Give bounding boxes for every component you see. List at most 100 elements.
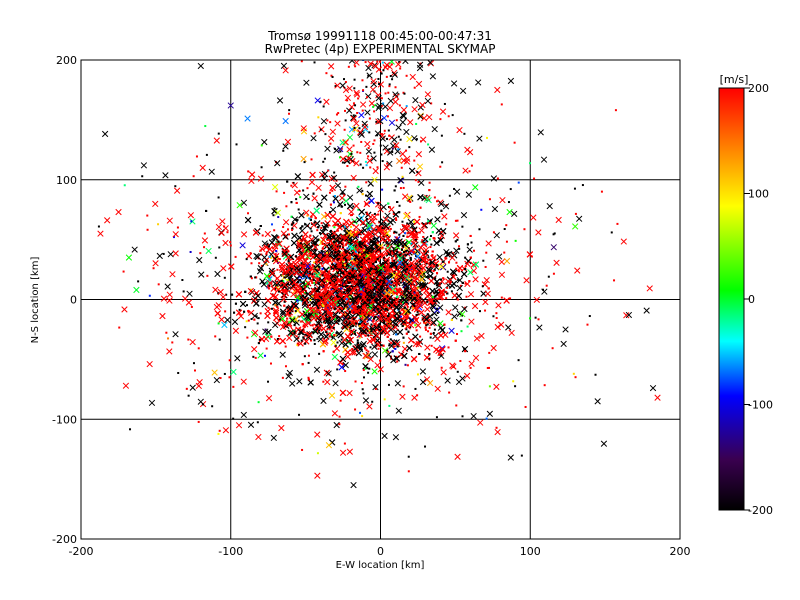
scatter-point [282,279,285,282]
scatter-point [461,314,464,317]
scatter-point [458,247,461,250]
scatter-point [359,233,362,236]
scatter-point [355,292,362,299]
scatter-point [446,292,449,295]
scatter-point [406,235,409,238]
scatter-point [325,315,328,318]
scatter-point [303,262,306,265]
scatter-point [301,320,304,323]
scatter-point [423,258,430,266]
scatter-point [374,316,377,319]
scatter-point [342,258,345,261]
scatter-point [466,243,469,246]
scatter-point [371,258,374,261]
scatter-point [294,173,302,180]
scatter-point [305,292,308,295]
scatter-point [301,268,304,271]
scatter-point [411,283,418,290]
scatter-point [326,238,329,241]
scatter-point [418,276,425,283]
scatter-point [470,261,477,269]
scatter-point [328,243,331,246]
scatter-point [244,216,252,224]
scatter-point [431,295,434,298]
scatter-point [278,261,286,268]
scatter-point [433,299,436,302]
scatter-point [429,258,432,261]
scatter-point [368,331,371,334]
scatter-point [324,272,331,279]
scatter-point [239,300,247,308]
scatter-point [305,320,312,327]
scatter-point [345,281,348,284]
scatter-point [461,281,464,284]
scatter-point [287,260,290,263]
scatter-point [396,201,399,204]
scatter-point [369,327,372,330]
scatter-point [332,311,339,318]
scatter-point [401,223,408,231]
scatter-point [298,253,306,260]
scatter-point [440,354,443,357]
scatter-point [448,327,455,334]
scatter-point [413,220,416,223]
scatter-point [429,297,436,305]
scatter-point [302,189,305,192]
scatter-point [470,267,478,275]
scatter-point [301,363,304,366]
scatter-point [251,297,258,304]
scatter-point [311,295,314,298]
scatter-point [247,287,255,295]
scatter-point [376,241,379,244]
scatter-point [455,261,458,264]
scatter-point [281,289,284,292]
scatter-point [276,240,283,247]
scatter-point [409,326,412,329]
scatter-point [270,335,273,338]
scatter-point [390,306,393,309]
scatter-point [348,320,351,323]
scatter-point [249,275,252,278]
scatter-point [268,284,271,287]
scatter-point [356,187,363,194]
scatter-point [323,300,326,303]
scatter-point [358,336,361,339]
scatter-point [347,281,350,284]
scatter-point [436,311,439,314]
scatter-point [329,203,332,206]
scatter-point [320,325,327,332]
scatter-point [245,252,253,260]
scatter-point [407,311,410,314]
scatter-point [338,364,345,371]
scatter-point [288,279,296,286]
scatter-point [419,269,426,277]
scatter-point [367,334,370,337]
scatter-point [360,285,363,288]
scatter-point [333,226,336,229]
scatter-point [359,288,362,291]
scatter-point [421,239,424,242]
scatter-point [272,309,280,316]
scatter-point [360,273,363,276]
scatter-point [411,289,414,292]
scatter-point [372,319,375,322]
scatter-point [405,316,408,319]
scatter-point [399,275,402,278]
scatter-point [344,276,347,279]
scatter-points [97,60,661,489]
scatter-point [412,251,415,254]
scatter-point [336,229,339,232]
scatter-point [263,272,271,280]
scatter-point [342,245,345,248]
scatter-point [328,326,331,329]
scatter-point [421,317,424,320]
scatter-point [378,302,381,305]
scatter-point [316,282,319,285]
scatter-point [318,278,321,281]
scatter-point [332,195,339,202]
scatter-point [281,283,288,290]
scatter-point [410,275,413,278]
scatter-point [388,320,391,323]
scatter-point [416,287,419,290]
scatter-point [434,216,441,223]
